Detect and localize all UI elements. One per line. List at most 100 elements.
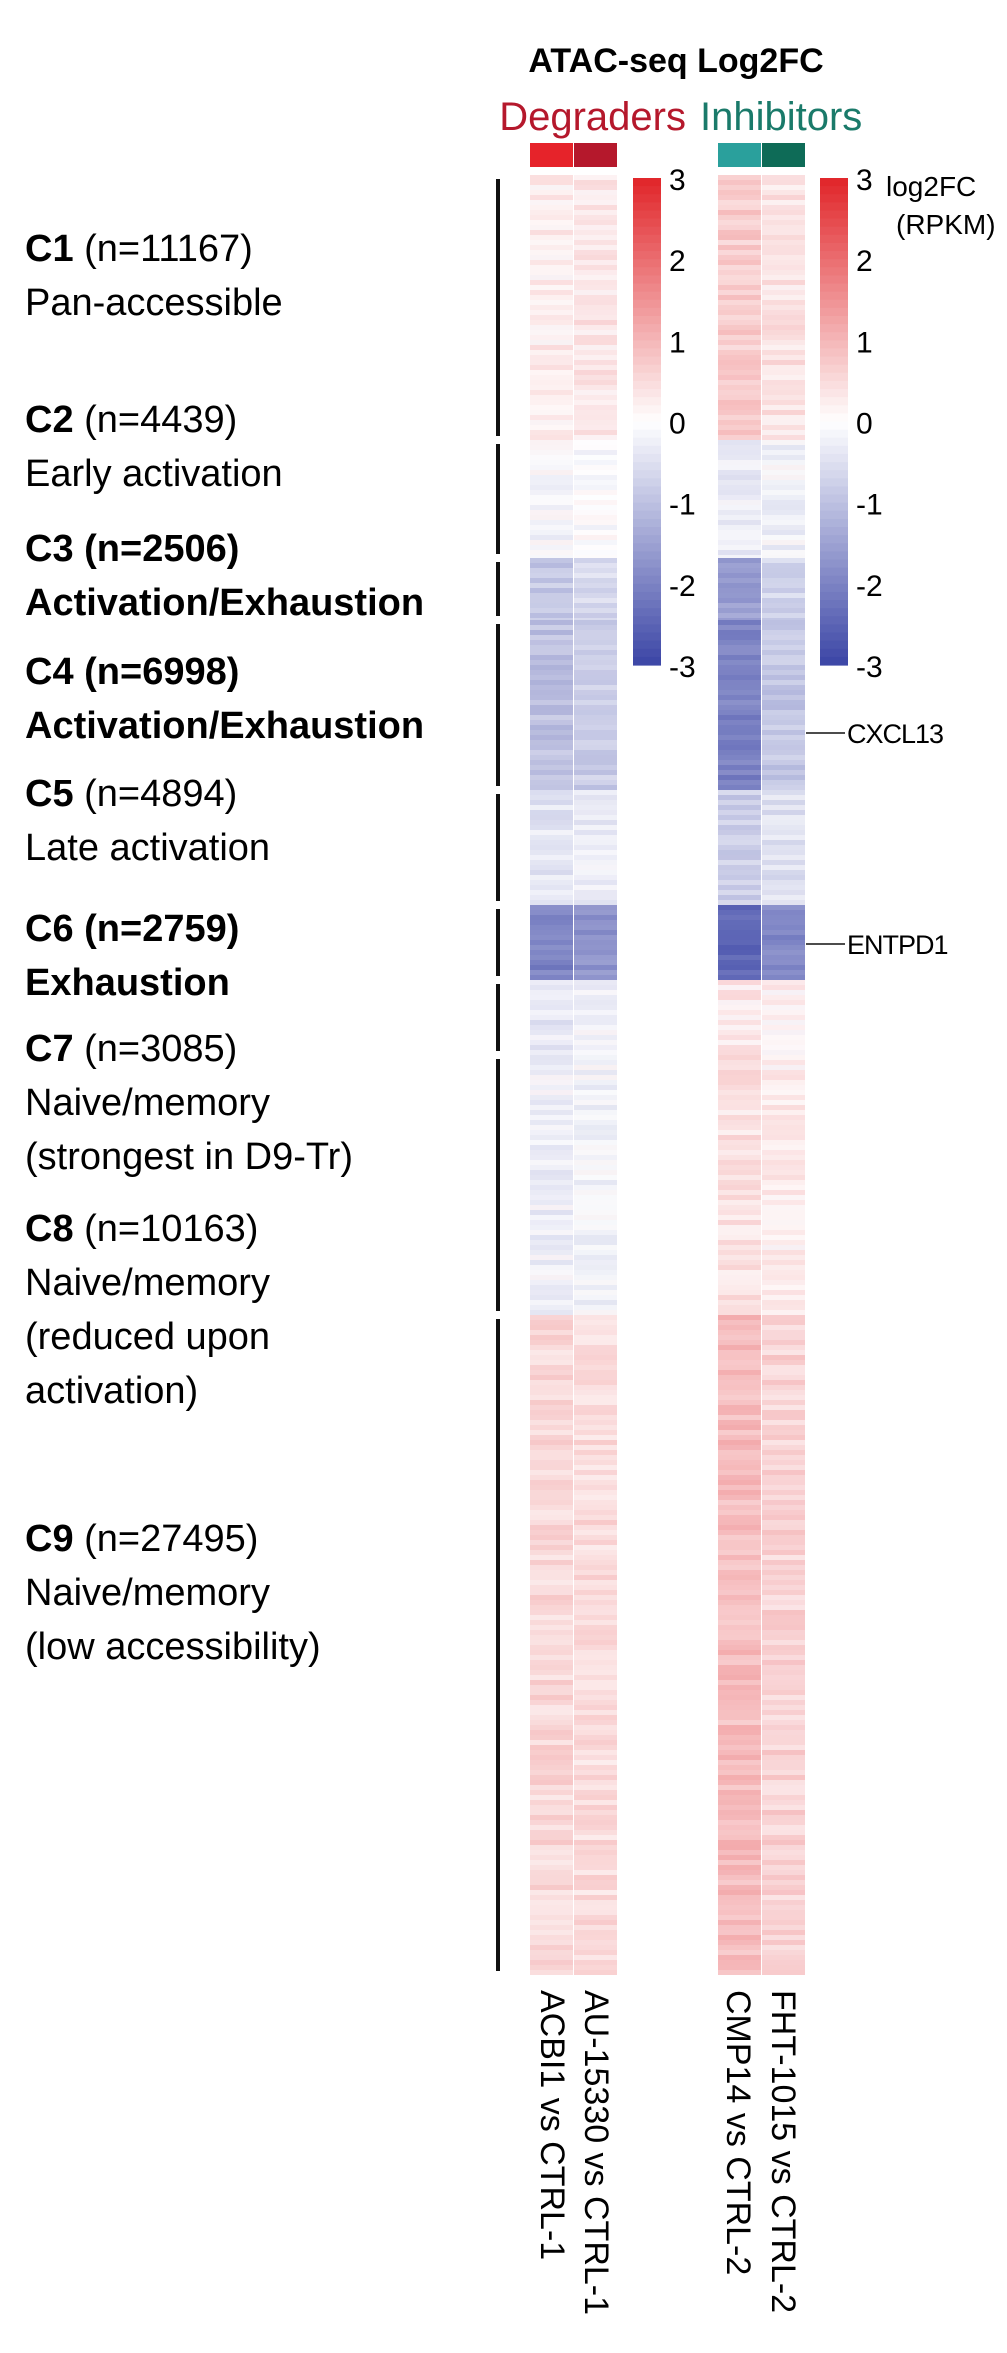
heatmap-stripe bbox=[762, 1375, 805, 1380]
heatmap-stripe bbox=[574, 1110, 617, 1115]
heatmap-stripe bbox=[762, 820, 805, 825]
heatmap-stripe bbox=[718, 675, 761, 680]
heatmap-stripe bbox=[718, 730, 761, 735]
heatmap-stripe bbox=[762, 1880, 805, 1885]
heatmap-stripe bbox=[762, 290, 805, 295]
heatmap-stripe bbox=[530, 450, 573, 455]
heatmap-stripe bbox=[530, 690, 573, 695]
colorbar-step bbox=[633, 518, 661, 528]
heatmap-stripe bbox=[574, 1005, 617, 1010]
heatmap-stripe bbox=[530, 1715, 573, 1720]
heatmap-stripe bbox=[574, 1950, 617, 1955]
heatmap-stripe bbox=[574, 1315, 617, 1320]
heatmap-stripe bbox=[530, 395, 573, 400]
heatmap-stripe bbox=[718, 1300, 761, 1305]
heatmap-stripe bbox=[530, 1880, 573, 1885]
heatmap-stripe bbox=[530, 1400, 573, 1405]
colorbar-step bbox=[633, 194, 661, 203]
heatmap-stripe bbox=[762, 555, 805, 558]
heatmap-stripe bbox=[718, 635, 761, 640]
heatmap-stripe bbox=[718, 1880, 761, 1885]
heatmap-stripe bbox=[530, 1680, 573, 1685]
heatmap-stripe bbox=[530, 495, 573, 500]
heatmap-stripe bbox=[718, 1360, 761, 1365]
colorbar-step bbox=[633, 527, 661, 536]
heatmap-stripe bbox=[574, 215, 617, 220]
heatmap-stripe bbox=[574, 230, 617, 235]
heatmap-stripe bbox=[718, 325, 761, 330]
heatmap-stripe bbox=[530, 1925, 573, 1930]
heatmap-stripe bbox=[762, 1805, 805, 1810]
heatmap-stripe bbox=[718, 1340, 761, 1345]
heatmap-stripe bbox=[718, 1605, 761, 1610]
heatmap-stripe bbox=[762, 1480, 805, 1485]
heatmap-stripe bbox=[718, 1890, 761, 1895]
heatmap-stripe bbox=[718, 1060, 761, 1065]
heatmap-stripe bbox=[718, 645, 761, 650]
colorbar-step bbox=[820, 397, 848, 406]
heatmap-stripe bbox=[762, 1015, 805, 1020]
heatmap-stripe bbox=[718, 1195, 761, 1200]
heatmap-stripe bbox=[762, 250, 805, 255]
group-label-degraders: Degraders bbox=[499, 95, 686, 139]
colorbar-step bbox=[633, 575, 661, 585]
heatmap-stripe bbox=[718, 1390, 761, 1395]
heatmap-stripe bbox=[530, 375, 573, 380]
colorbar-step bbox=[820, 640, 848, 650]
heatmap-stripe bbox=[762, 1090, 805, 1095]
heatmap-stripe bbox=[762, 1825, 805, 1830]
heatmap-stripe bbox=[530, 695, 573, 700]
heatmap-stripe bbox=[574, 310, 617, 315]
heatmap-stripe bbox=[574, 1290, 617, 1295]
heatmap-stripe bbox=[574, 255, 617, 260]
heatmap-stripe bbox=[574, 1235, 617, 1240]
heatmap-stripe bbox=[762, 885, 805, 890]
heatmap-stripe bbox=[762, 1565, 805, 1570]
heatmap-stripe bbox=[530, 1740, 573, 1745]
colorbar-step bbox=[820, 283, 848, 293]
colorbar-step bbox=[633, 178, 661, 187]
heatmap-stripe bbox=[762, 1925, 805, 1930]
heatmap-stripe bbox=[718, 320, 761, 325]
heatmap-stripe bbox=[574, 1605, 617, 1610]
heatmap-stripe bbox=[574, 1840, 617, 1845]
heatmap-stripe bbox=[530, 355, 573, 360]
heatmap-stripe bbox=[718, 680, 761, 685]
heatmap-stripe bbox=[530, 1480, 573, 1485]
heatmap-stripe bbox=[574, 1800, 617, 1805]
heatmap-stripe bbox=[530, 1460, 573, 1465]
heatmap-stripe bbox=[762, 1555, 805, 1560]
cluster-id: C3 bbox=[25, 528, 84, 570]
heatmap-stripe bbox=[718, 1730, 761, 1735]
heatmap-stripe bbox=[574, 1600, 617, 1605]
heatmap-stripe bbox=[530, 1270, 573, 1275]
heatmap-stripe bbox=[574, 875, 617, 880]
heatmap-stripe bbox=[530, 1185, 573, 1190]
heatmap-stripe bbox=[530, 675, 573, 680]
heatmap-stripe bbox=[530, 1095, 573, 1100]
heatmap-stripe bbox=[762, 1235, 805, 1240]
heatmap-stripe bbox=[530, 1615, 573, 1620]
heatmap-stripe bbox=[530, 1810, 573, 1815]
heatmap-stripe bbox=[574, 1090, 617, 1095]
heatmap-stripe bbox=[530, 1300, 573, 1305]
heatmap-stripe bbox=[530, 1410, 573, 1415]
heatmap-stripe bbox=[574, 815, 617, 820]
heatmap-stripe bbox=[718, 1830, 761, 1835]
heatmap-stripe bbox=[574, 1055, 617, 1060]
heatmap-stripe bbox=[574, 420, 617, 425]
heatmap-stripe bbox=[762, 495, 805, 500]
heatmap-stripe bbox=[574, 1815, 617, 1820]
heatmap-stripe bbox=[762, 1730, 805, 1735]
heatmap-stripe bbox=[530, 1550, 573, 1555]
heatmap-stripe bbox=[718, 1190, 761, 1195]
heatmap-stripe bbox=[530, 735, 573, 740]
heatmap-stripe bbox=[762, 1035, 805, 1040]
heatmap-stripe bbox=[530, 895, 573, 900]
heatmap-stripe bbox=[530, 1655, 573, 1660]
colorbar-tick-label: 2 bbox=[856, 245, 873, 278]
heatmap-stripe bbox=[762, 745, 805, 750]
heatmap-stripe bbox=[530, 1685, 573, 1690]
heatmap-stripe bbox=[718, 545, 761, 550]
colorbar-step bbox=[633, 535, 661, 544]
